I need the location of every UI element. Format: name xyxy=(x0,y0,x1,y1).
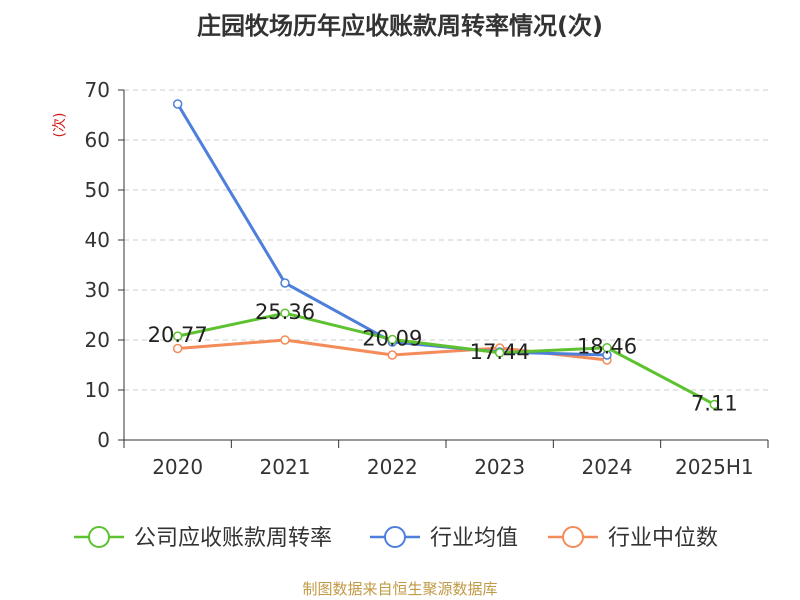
x-tick-label: 2025H1 xyxy=(675,455,754,479)
legend-marker xyxy=(562,526,584,548)
legend-item-2: 行业中位数 xyxy=(548,526,718,551)
data-label: 20.77 xyxy=(148,323,208,347)
x-tick-label: 2020 xyxy=(152,455,203,479)
data-point xyxy=(172,331,183,341)
x-tick-label: 2023 xyxy=(474,455,525,479)
legend: 公司应收账款周转率 行业均值 行业中位数 xyxy=(74,526,718,551)
chart-title: 庄园牧场历年应收账款周转率情况(次) xyxy=(197,12,603,40)
legend-label: 行业中位数 xyxy=(608,526,718,551)
data-point xyxy=(280,308,290,318)
data-point xyxy=(387,350,398,360)
series xyxy=(172,99,720,410)
data-label: 17.44 xyxy=(470,340,530,364)
data-label: 18.46 xyxy=(577,335,637,359)
data-point xyxy=(172,343,183,354)
x-tick-label: 2024 xyxy=(582,455,633,479)
source-note: 制图数据来自恒生聚源数据库 xyxy=(302,580,498,598)
legend-label: 行业均值 xyxy=(430,526,518,551)
y-axis-label: (次) xyxy=(52,113,68,138)
y-tick-label: 60 xyxy=(85,128,110,152)
y-tick-label: 10 xyxy=(85,378,110,402)
y-tick-label: 30 xyxy=(85,278,110,302)
data-point xyxy=(172,99,183,109)
legend-marker xyxy=(384,526,406,548)
data-point xyxy=(602,342,612,353)
series-line-1 xyxy=(176,103,608,357)
data-point xyxy=(387,334,398,345)
data-labels: 20.77 25.36 20.09 17.44 18.46 7.11 xyxy=(148,300,738,415)
legend-marker xyxy=(88,526,110,548)
data-label: 20.09 xyxy=(362,327,422,351)
data-point xyxy=(494,348,505,358)
y-tick-label: 70 xyxy=(85,78,110,102)
data-point xyxy=(709,399,720,410)
data-label: 7.11 xyxy=(691,391,738,415)
x-tick-label: 2021 xyxy=(260,455,311,479)
legend-label: 公司应收账款周转率 xyxy=(134,526,332,551)
axes: 0 10 20 30 40 50 60 70 2020 2021 2022 2023 2024 2025H… xyxy=(85,78,769,479)
x-tick-label: 2022 xyxy=(367,455,418,479)
legend-item-0: 公司应收账款周转率 xyxy=(74,526,332,551)
series-line-0 xyxy=(177,311,716,406)
data-point xyxy=(280,335,290,345)
data-label: 25.36 xyxy=(255,300,315,324)
data-point xyxy=(280,278,290,288)
y-tick-label: 40 xyxy=(85,228,110,252)
y-tick-label: 20 xyxy=(85,328,110,352)
y-tick-label: 50 xyxy=(85,178,110,202)
legend-item-1: 行业均值 xyxy=(370,526,518,551)
y-tick-label: 0 xyxy=(97,428,110,452)
